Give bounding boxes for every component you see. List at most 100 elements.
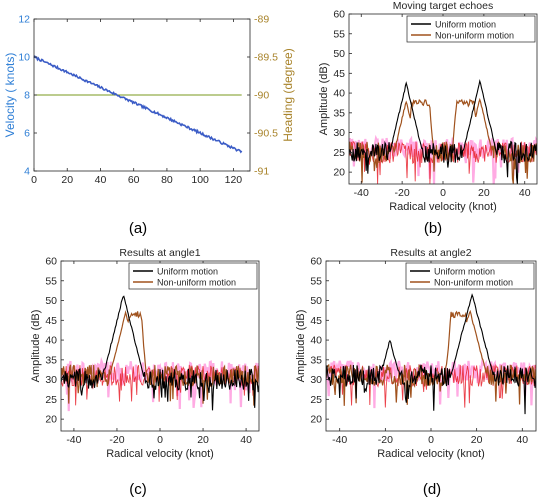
y-axis-label: Amplitude (dB) bbox=[295, 310, 307, 383]
y-tick-label: 30 bbox=[333, 127, 345, 139]
x-tick-label: -40 bbox=[354, 187, 369, 199]
plot-area bbox=[61, 295, 259, 412]
panel-label: (c) bbox=[129, 481, 147, 498]
x-tick-label: -20 bbox=[378, 434, 393, 446]
uniform-motion-line bbox=[61, 295, 259, 411]
y-tick-label: 20 bbox=[310, 414, 322, 426]
y-tick-label: 60 bbox=[310, 256, 322, 268]
legend-box bbox=[406, 15, 536, 43]
x-tick-label: 100 bbox=[191, 174, 209, 186]
uniform-motion-line bbox=[349, 79, 537, 184]
y-tick-label: 40 bbox=[310, 335, 322, 347]
x-tick-label: 120 bbox=[225, 174, 243, 186]
y-tick-label: 45 bbox=[310, 315, 322, 327]
plot-area bbox=[349, 79, 537, 184]
chart-d: -40 -20 0 20 40 20 25 30 35 40 45 50 55 60 Results at … bbox=[295, 247, 537, 460]
y-tick-label: 55 bbox=[310, 275, 322, 287]
y2-tick-label: -90.5 bbox=[254, 128, 278, 140]
x-axis-label: Radical velocity (knot) bbox=[389, 201, 497, 213]
y-tick-label: 50 bbox=[45, 295, 57, 307]
uniform-motion-line bbox=[326, 293, 536, 415]
y-tick-label: 25 bbox=[45, 394, 57, 406]
x-tick-label: 0 bbox=[440, 187, 446, 199]
x-tick-label: 40 bbox=[240, 434, 252, 446]
chart-b: -40 -20 0 20 40 20 25 30 35 40 45 50 55 60 Moving targ… bbox=[318, 0, 538, 213]
y-tick-label: 25 bbox=[310, 394, 322, 406]
x-tick-label: -40 bbox=[66, 434, 81, 446]
x-axis-label: Radical velocity (knot) bbox=[106, 448, 214, 460]
x-tick-label: -40 bbox=[332, 434, 347, 446]
y-tick-label: 20 bbox=[45, 414, 57, 426]
velocity-line bbox=[33, 55, 243, 154]
y-tick-label: 35 bbox=[45, 354, 57, 366]
y-tick-label: 20 bbox=[333, 167, 345, 179]
x-tick-label: 80 bbox=[161, 174, 173, 186]
y-tick-label: 45 bbox=[333, 68, 345, 80]
x-axis-label: Radical velocity (knot) bbox=[377, 448, 485, 460]
y-axis-label: Velocity ( knots) bbox=[3, 53, 17, 138]
y-tick-label: 55 bbox=[45, 275, 57, 287]
y-tick-label: 60 bbox=[333, 9, 345, 21]
legend-entry: Uniform motion bbox=[157, 266, 218, 276]
plot-area bbox=[326, 293, 536, 415]
x-tick-label: 60 bbox=[128, 174, 140, 186]
chart-c: -40 -20 0 20 40 20 25 30 35 40 45 50 55 60 Results at … bbox=[30, 247, 260, 460]
y-tick-label: 8 bbox=[24, 90, 30, 102]
nonuniform-motion-line bbox=[349, 97, 537, 184]
y2-tick-label: -90 bbox=[254, 90, 269, 102]
chart-title: Results at angle1 bbox=[119, 247, 200, 259]
y2-tick-label: -89 bbox=[254, 14, 269, 26]
x-tick-label: 20 bbox=[471, 434, 483, 446]
x-tick-label: 20 bbox=[197, 434, 209, 446]
y-tick-label: 12 bbox=[18, 14, 30, 26]
chart-title: Moving target echoes bbox=[393, 0, 493, 12]
chart-a: 0 20 40 60 80 100 120 4 6 8 10 12 -91 -90.5 -90 -89.5 -8… bbox=[3, 14, 295, 187]
y-axis-label: Amplitude (dB) bbox=[318, 63, 330, 136]
legend-box bbox=[128, 262, 258, 290]
x-tick-label: 40 bbox=[516, 434, 528, 446]
y-axis-label: Amplitude (dB) bbox=[30, 310, 42, 383]
x-tick-label: -20 bbox=[109, 434, 124, 446]
legend-entry: Uniform motion bbox=[435, 19, 496, 29]
nonuniform-motion-line bbox=[326, 309, 536, 406]
panel-label: (d) bbox=[423, 481, 441, 498]
x-tick-label: 0 bbox=[31, 174, 37, 186]
panel-label: (a) bbox=[129, 220, 147, 237]
y-tick-label: 35 bbox=[310, 354, 322, 366]
x-tick-label: 40 bbox=[95, 174, 107, 186]
y-tick-label: 35 bbox=[333, 107, 345, 119]
y-tick-label: 45 bbox=[45, 315, 57, 327]
panel-label: (b) bbox=[424, 220, 442, 237]
x-tick-label: 20 bbox=[61, 174, 73, 186]
legend-entry: Uniform motion bbox=[434, 266, 495, 276]
legend-box bbox=[405, 262, 535, 290]
x-tick-label: 40 bbox=[519, 187, 531, 199]
y-tick-label: 25 bbox=[333, 147, 345, 159]
y-tick-label: 6 bbox=[24, 128, 30, 140]
x-tick-label: -20 bbox=[395, 187, 410, 199]
y-tick-label: 30 bbox=[45, 374, 57, 386]
y-tick-label: 55 bbox=[333, 28, 345, 40]
y-tick-label: 40 bbox=[333, 88, 345, 100]
x-tick-label: 20 bbox=[478, 187, 490, 199]
y-tick-label: 60 bbox=[45, 256, 57, 268]
legend-entry: Non-uniform motion bbox=[434, 277, 513, 287]
y-tick-label: 40 bbox=[45, 335, 57, 347]
y2-tick-label: -91 bbox=[254, 166, 269, 178]
y2-axis-label: Heading (degree) bbox=[281, 48, 295, 141]
y-tick-label: 50 bbox=[333, 48, 345, 60]
y-tick-label: 50 bbox=[310, 295, 322, 307]
legend-entry: Non-uniform motion bbox=[157, 277, 236, 287]
chart-title: Results at angle2 bbox=[390, 247, 471, 259]
legend-entry: Non-uniform motion bbox=[435, 30, 514, 40]
y-tick-label: 10 bbox=[18, 52, 30, 64]
y-tick-label: 4 bbox=[24, 166, 30, 178]
x-tick-label: 0 bbox=[428, 434, 434, 446]
y2-tick-label: -89.5 bbox=[254, 52, 278, 64]
y-tick-label: 30 bbox=[310, 374, 322, 386]
x-tick-label: 0 bbox=[157, 434, 163, 446]
